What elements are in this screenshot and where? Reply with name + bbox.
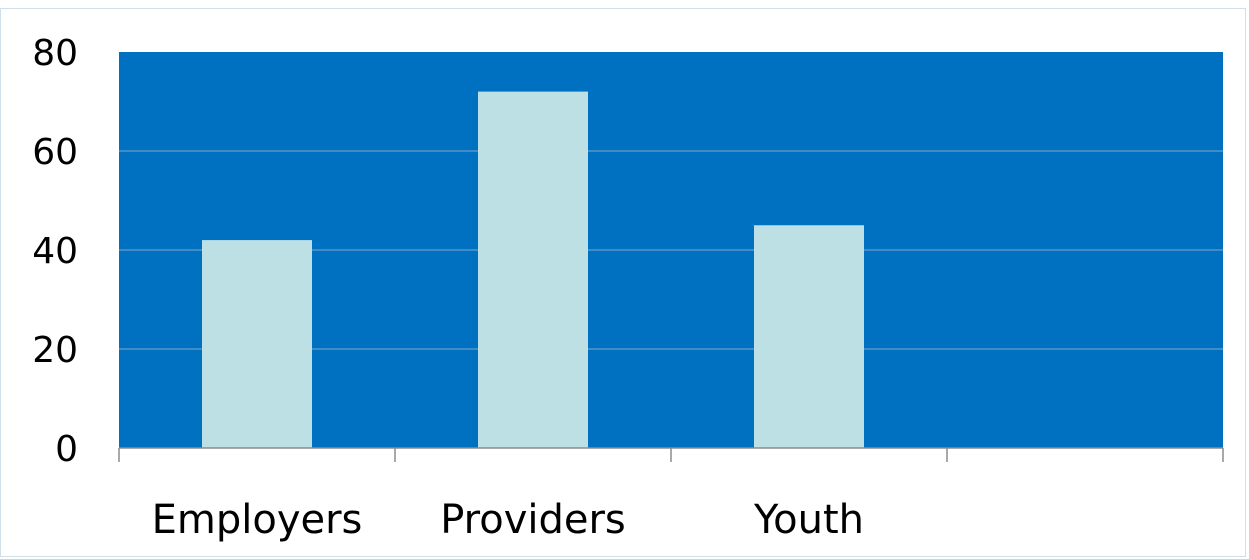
y-tick-label: 20 <box>32 330 78 371</box>
x-axis-category-labels: Employers Providers Youth <box>152 497 864 543</box>
y-tick-label: 0 <box>55 429 78 470</box>
x-axis <box>118 447 1224 462</box>
y-tick-label: 80 <box>32 33 78 74</box>
x-category-label: Providers <box>440 497 626 543</box>
bar-employers <box>202 240 312 448</box>
y-axis-tick-labels: 0 20 40 60 80 <box>32 33 78 470</box>
bar-youth <box>754 225 864 448</box>
y-tick-label: 60 <box>32 132 78 173</box>
bar-providers <box>478 91 588 448</box>
x-category-label: Employers <box>152 497 363 543</box>
bars <box>202 91 864 448</box>
y-tick-label: 40 <box>32 231 78 272</box>
x-category-label: Youth <box>753 497 864 543</box>
